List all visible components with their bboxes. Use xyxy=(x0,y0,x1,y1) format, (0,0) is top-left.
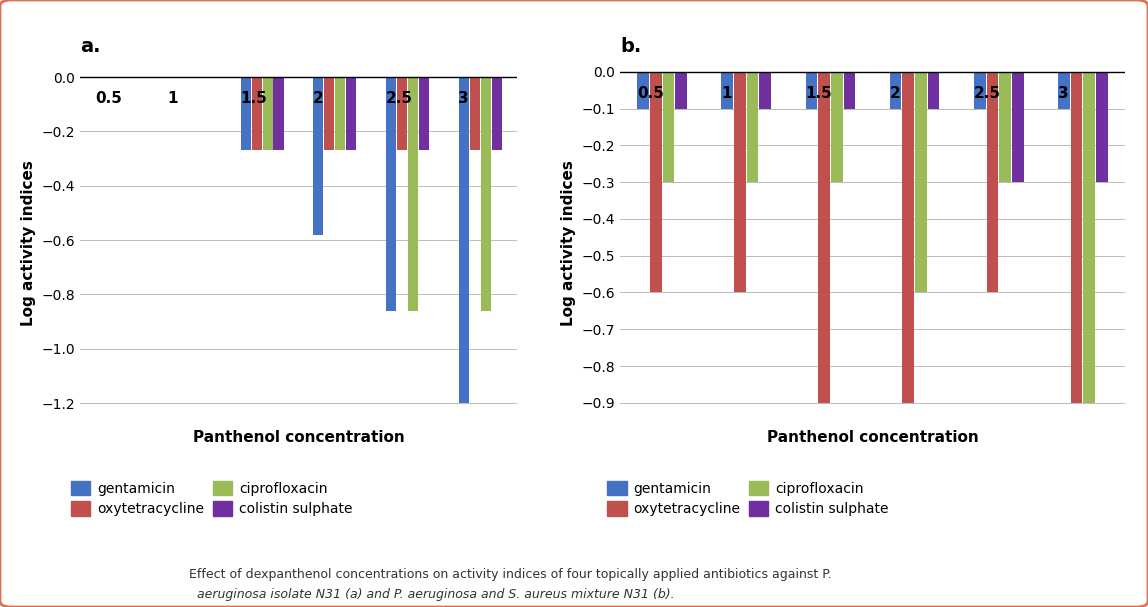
X-axis label: Panthenol concentration: Panthenol concentration xyxy=(767,430,978,446)
Bar xyxy=(844,72,855,109)
Bar xyxy=(470,77,480,151)
Bar xyxy=(1084,72,1095,403)
Text: a.: a. xyxy=(80,38,101,56)
X-axis label: Panthenol concentration: Panthenol concentration xyxy=(193,430,404,446)
Bar xyxy=(986,72,999,293)
Bar xyxy=(999,72,1011,182)
Bar xyxy=(806,72,817,109)
Bar xyxy=(335,77,346,151)
Bar xyxy=(481,77,490,311)
Bar xyxy=(890,72,901,109)
Bar xyxy=(241,77,250,151)
Bar xyxy=(721,72,734,109)
Bar xyxy=(117,77,127,78)
Bar xyxy=(408,77,418,311)
Bar xyxy=(491,77,502,151)
Text: b.: b. xyxy=(620,38,642,56)
Bar xyxy=(974,72,986,109)
Bar xyxy=(902,72,914,403)
Legend: gentamicin, oxytetracycline, ciprofloxacin, colistin sulphate: gentamicin, oxytetracycline, ciprofloxac… xyxy=(602,475,894,522)
Text: 2: 2 xyxy=(313,91,324,106)
Text: 1.5: 1.5 xyxy=(805,86,832,101)
Bar xyxy=(1096,72,1108,182)
Text: 1: 1 xyxy=(721,86,731,101)
Bar xyxy=(201,77,211,78)
Bar xyxy=(168,77,178,78)
Bar xyxy=(419,77,429,151)
Bar xyxy=(1011,72,1024,182)
Bar xyxy=(637,72,649,109)
Legend: gentamicin, oxytetracycline, ciprofloxacin, colistin sulphate: gentamicin, oxytetracycline, ciprofloxac… xyxy=(65,475,358,522)
Bar xyxy=(759,72,771,109)
Text: 1: 1 xyxy=(168,91,178,106)
Bar xyxy=(1058,72,1070,109)
Bar xyxy=(928,72,939,109)
Bar xyxy=(650,72,661,293)
Bar xyxy=(273,77,284,151)
Text: Effect of dexpanthenol concentrations on activity indices of four topically appl: Effect of dexpanthenol concentrations on… xyxy=(189,568,832,581)
Text: 0.5: 0.5 xyxy=(95,91,122,106)
Bar xyxy=(347,77,356,151)
Bar xyxy=(386,77,396,311)
Bar xyxy=(263,77,272,151)
Bar xyxy=(313,77,324,235)
Bar xyxy=(189,77,200,78)
Text: FIGURE 1.: FIGURE 1. xyxy=(88,569,158,582)
Text: 2.5: 2.5 xyxy=(974,86,1001,101)
Bar xyxy=(915,72,926,293)
Bar xyxy=(831,72,843,182)
Text: 3: 3 xyxy=(1057,86,1069,101)
Text: 3: 3 xyxy=(458,91,470,106)
Bar xyxy=(397,77,408,151)
Y-axis label: Log activity indices: Log activity indices xyxy=(561,160,576,326)
Text: aeruginosa isolate N31 (a) and P. aeruginosa and S. aureus mixture N31 (b).: aeruginosa isolate N31 (a) and P. aerugi… xyxy=(189,588,675,600)
Bar xyxy=(251,77,262,151)
Bar xyxy=(129,77,138,78)
Bar xyxy=(325,77,334,151)
Y-axis label: Log activity indices: Log activity indices xyxy=(22,160,37,326)
Bar xyxy=(459,77,468,403)
Text: 2.5: 2.5 xyxy=(386,91,413,106)
Bar xyxy=(734,72,746,293)
Bar xyxy=(179,77,189,78)
Bar xyxy=(107,77,116,78)
Bar xyxy=(746,72,759,182)
Bar xyxy=(662,72,674,182)
Bar xyxy=(819,72,830,403)
Text: 0.5: 0.5 xyxy=(637,86,664,101)
Text: 2: 2 xyxy=(890,86,900,101)
Bar xyxy=(1071,72,1083,403)
Text: 1.5: 1.5 xyxy=(240,91,267,106)
Bar xyxy=(95,77,106,78)
Bar xyxy=(675,72,687,109)
